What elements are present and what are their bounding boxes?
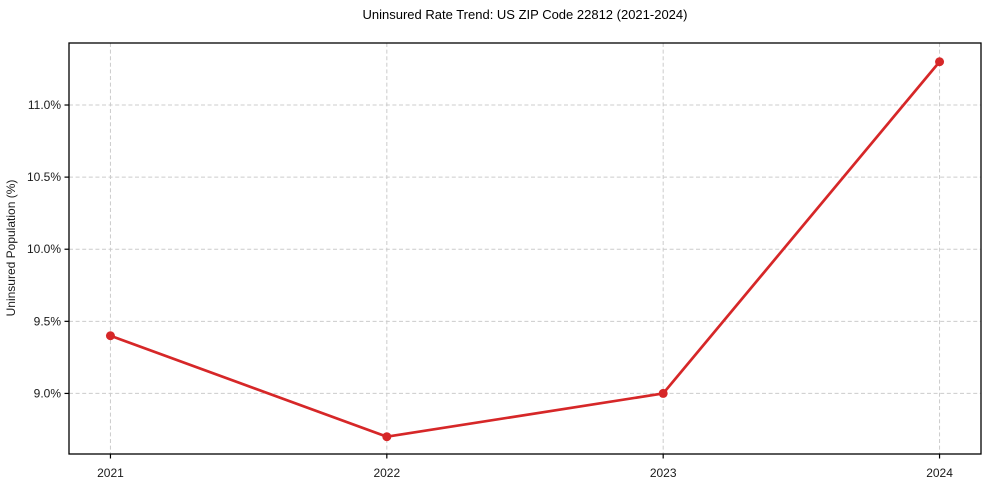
data-point-marker bbox=[935, 57, 945, 67]
plot-border bbox=[68, 42, 982, 455]
chart-title: Uninsured Rate Trend: US ZIP Code 22812 … bbox=[363, 7, 688, 22]
y-tick-label: 10.5% bbox=[27, 170, 61, 184]
y-tick-label: 10.0% bbox=[27, 242, 61, 256]
x-tick-label: 2022 bbox=[373, 466, 400, 480]
data-point-marker bbox=[382, 432, 392, 442]
x-tick-label: 2023 bbox=[650, 466, 677, 480]
y-tick-label: 9.0% bbox=[34, 386, 62, 400]
x-tick-label: 2021 bbox=[97, 466, 124, 480]
y-axis-label: Uninsured Population (%) bbox=[4, 180, 18, 317]
trend-line bbox=[109, 60, 941, 439]
x-tick-label: 2024 bbox=[926, 466, 953, 480]
plot-area: 9.0% 9.5% 10.0% 10.5% 11.0% 2021 2022 2023 2024 bbox=[27, 42, 982, 480]
data-point-marker bbox=[658, 388, 668, 398]
y-tick-label: 9.5% bbox=[34, 314, 62, 328]
data-point-marker bbox=[105, 331, 115, 341]
y-tick-label: 11.0% bbox=[28, 98, 61, 112]
